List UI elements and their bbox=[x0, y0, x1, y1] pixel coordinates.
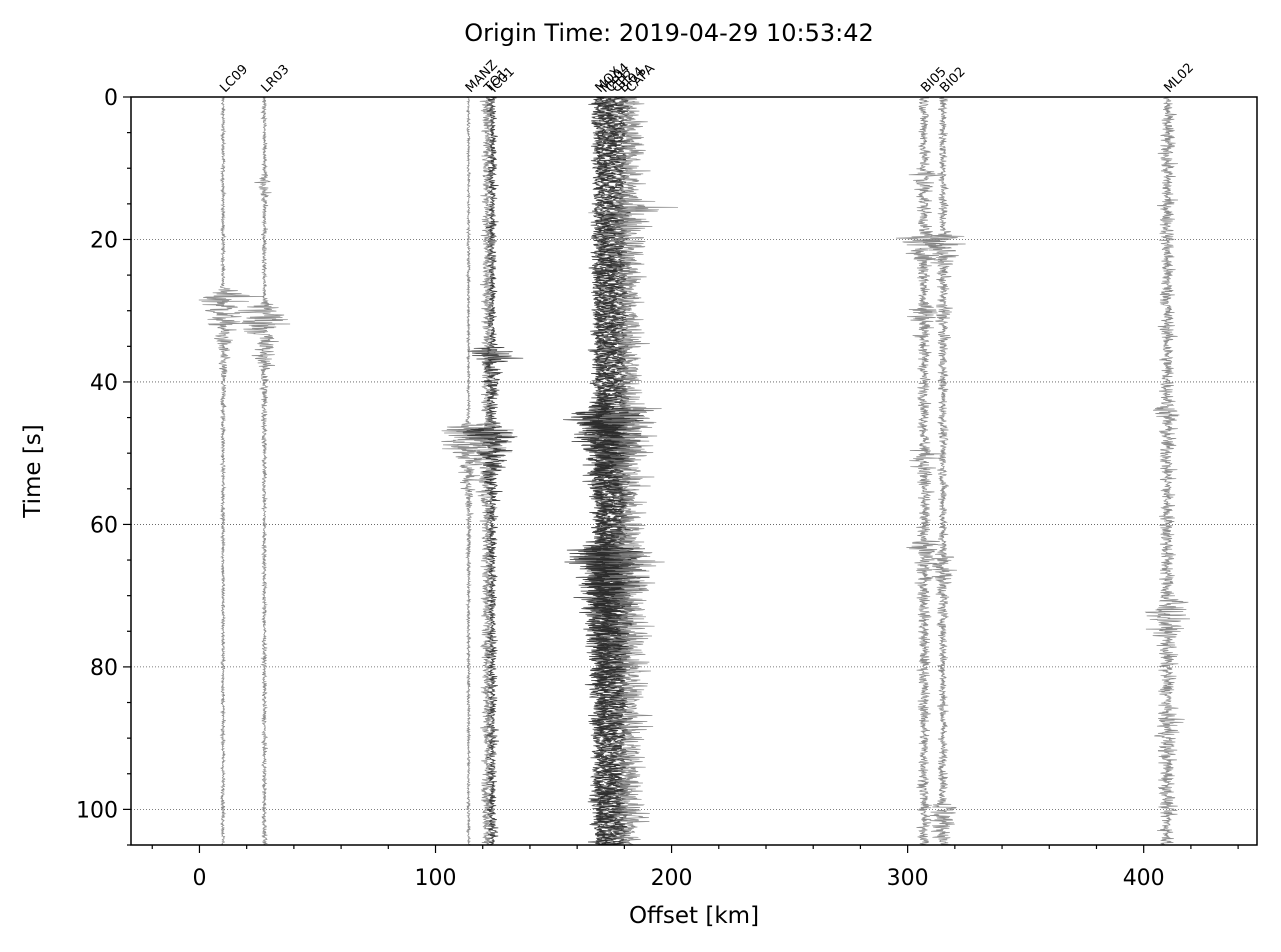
y-tick-label: 80 bbox=[90, 656, 118, 681]
station-label-lr03: LR03 bbox=[259, 62, 293, 96]
y-tick-label: 40 bbox=[90, 371, 118, 396]
y-axis-title: Time [s] bbox=[20, 424, 46, 519]
x-tick-label: 200 bbox=[651, 866, 693, 891]
grid-lines bbox=[131, 239, 1257, 810]
x-tick-label: 0 bbox=[192, 866, 206, 891]
seismic-traces bbox=[198, 96, 1191, 845]
y-tick-label: 100 bbox=[76, 798, 118, 823]
x-tick-label: 100 bbox=[415, 866, 457, 891]
trace-ic01 bbox=[462, 96, 524, 845]
trace-to1 bbox=[456, 96, 514, 845]
y-tick-label: 0 bbox=[104, 86, 118, 111]
station-label-ml02: ML02 bbox=[1162, 60, 1197, 95]
x-tick-label: 300 bbox=[887, 866, 929, 891]
chart-title: Origin Time: 2019-04-29 10:53:42 bbox=[464, 19, 874, 47]
trace-cp1 bbox=[578, 96, 642, 845]
y-tick-label: 60 bbox=[90, 513, 118, 538]
x-tick-label: 400 bbox=[1123, 866, 1165, 891]
trace-lr03 bbox=[234, 96, 291, 845]
trace-bi02 bbox=[922, 96, 966, 845]
trace-manz bbox=[441, 96, 497, 845]
trace-capa bbox=[588, 96, 679, 845]
trace-bi05 bbox=[896, 96, 952, 845]
trace-lc09 bbox=[198, 96, 265, 845]
x-axis-title: Offset [km] bbox=[629, 903, 759, 929]
trace-ml02 bbox=[1144, 96, 1191, 845]
station-label-lc09: LC09 bbox=[217, 62, 251, 96]
plot-frame bbox=[130, 96, 1258, 846]
y-axis: 0 20 40 60 80 100 bbox=[76, 86, 131, 846]
x-axis: 0 100 200 300 400 bbox=[151, 845, 1239, 891]
y-tick-label: 20 bbox=[90, 228, 118, 253]
